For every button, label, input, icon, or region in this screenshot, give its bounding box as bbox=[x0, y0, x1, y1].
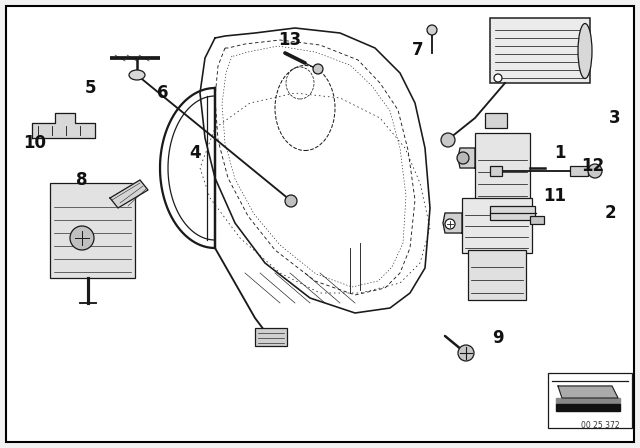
Bar bbox=[475, 133, 530, 203]
Polygon shape bbox=[443, 213, 462, 233]
Text: 13: 13 bbox=[278, 31, 301, 49]
Circle shape bbox=[70, 226, 94, 250]
Circle shape bbox=[427, 25, 437, 35]
Circle shape bbox=[588, 164, 602, 178]
Circle shape bbox=[313, 64, 323, 74]
Text: 7: 7 bbox=[412, 41, 424, 59]
Bar bbox=[490, 166, 502, 176]
Text: 11: 11 bbox=[543, 187, 566, 205]
Bar bbox=[548, 373, 632, 428]
Text: 8: 8 bbox=[76, 171, 88, 189]
Circle shape bbox=[441, 133, 455, 147]
Polygon shape bbox=[458, 148, 475, 168]
Circle shape bbox=[458, 345, 474, 361]
Bar bbox=[570, 166, 588, 176]
Bar bbox=[530, 216, 544, 224]
Text: 10: 10 bbox=[24, 134, 47, 152]
Circle shape bbox=[457, 152, 469, 164]
Text: 4: 4 bbox=[189, 144, 201, 162]
Polygon shape bbox=[110, 180, 148, 208]
Text: 1: 1 bbox=[554, 144, 566, 162]
Polygon shape bbox=[32, 113, 95, 138]
Text: 00 25 372: 00 25 372 bbox=[581, 421, 620, 430]
Polygon shape bbox=[556, 404, 620, 411]
Circle shape bbox=[445, 219, 455, 229]
Text: 6: 6 bbox=[157, 84, 169, 102]
Polygon shape bbox=[558, 386, 618, 398]
Polygon shape bbox=[556, 398, 620, 404]
Text: 3: 3 bbox=[609, 109, 621, 127]
Bar bbox=[485, 113, 507, 128]
Circle shape bbox=[494, 74, 502, 82]
Bar bbox=[50, 183, 135, 278]
Bar bbox=[468, 250, 526, 300]
Bar bbox=[490, 206, 535, 220]
Bar bbox=[462, 198, 532, 253]
Ellipse shape bbox=[129, 70, 145, 80]
Bar bbox=[255, 328, 287, 346]
Ellipse shape bbox=[578, 23, 592, 78]
Text: 5: 5 bbox=[84, 79, 96, 97]
Bar bbox=[490, 18, 590, 83]
Circle shape bbox=[285, 195, 297, 207]
Text: 12: 12 bbox=[581, 157, 605, 175]
Text: 9: 9 bbox=[492, 329, 504, 347]
Text: 2: 2 bbox=[604, 204, 616, 222]
